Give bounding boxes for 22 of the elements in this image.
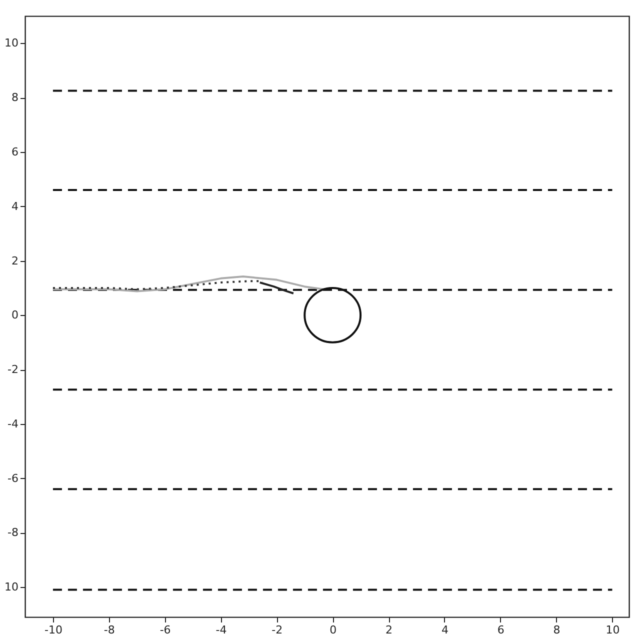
x-tick-label: 0 [330,624,337,636]
y-tick-label: 2 [12,254,18,268]
x-tick-label: 10 [606,624,620,636]
x-tick-label: -8 [104,624,115,636]
x-tick-label: -6 [160,624,171,636]
y-tick-label: 10 [4,36,18,50]
y-tick-label: -2 [8,363,18,376]
x-tick-label: 2 [386,624,393,636]
x-tick-label: 8 [553,624,560,636]
x-tick-label: -2 [272,624,283,636]
y-tick-label: 8 [12,91,18,104]
x-tick-label: 6 [497,624,504,636]
x-tick-label: -10 [44,624,62,636]
x-tick-label: 4 [441,624,448,636]
y-tick-label: 6 [12,145,18,158]
y-tick-label: -4 [8,417,18,430]
y-tick-label: 10 [4,580,18,594]
y-tick-label: 4 [12,200,18,213]
y-tick-label: -8 [8,526,18,540]
y-tick-label: 0 [12,308,18,322]
y-tick-label: -6 [8,472,18,485]
x-tick-label: -4 [216,624,227,636]
